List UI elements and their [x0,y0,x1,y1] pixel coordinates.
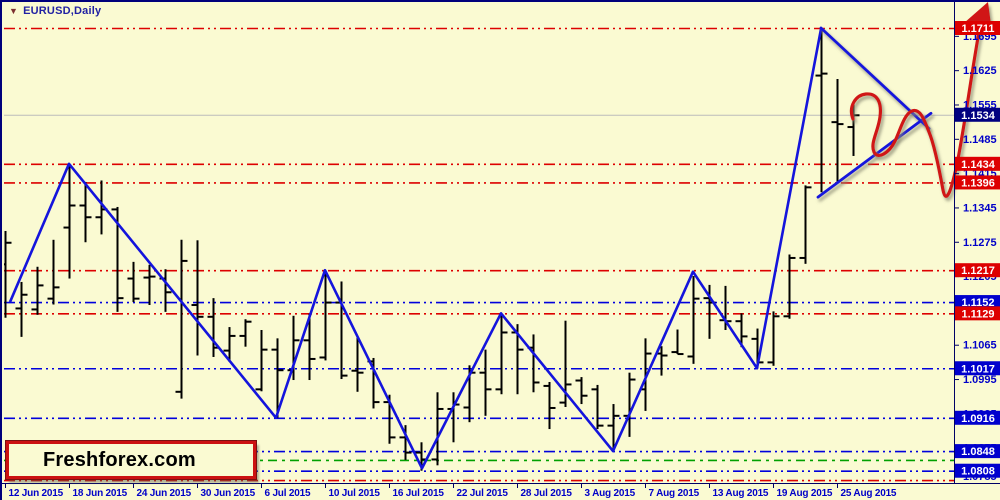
ohlc-bar [735,313,748,348]
symbol-period-label: EURUSD,Daily [23,5,102,17]
price-tag-1.0916: 1.0916 [955,410,1000,425]
time-tick-label: 24 Jun 2015 [137,488,192,499]
ohlc-bar [831,78,844,182]
symbol-dropdown-icon[interactable]: ▼ [9,5,19,16]
ohlc-bar [639,338,652,411]
ohlc-bar [703,284,716,339]
time-tick-label: 25 Aug 2015 [841,488,897,499]
price-tag-1.1017: 1.1017 [955,361,1000,376]
ohlc-bar [719,285,732,331]
ohlc-bar [399,425,412,460]
price-tag-1.1129: 1.1129 [955,306,1000,321]
ohlc-bar [15,281,28,337]
ohlc-bar [687,276,700,364]
ohlc-bar [591,384,604,430]
time-tick-label: 6 Jul 2015 [265,488,311,499]
ohlc-bar [127,261,140,303]
ohlc-bar [543,381,556,430]
price-tag-label: 1.1534 [961,110,996,122]
ohlc-bar [271,338,284,418]
price-tick-label: 1.1345 [963,202,997,214]
ohlc-bar [303,313,316,381]
plot-area[interactable] [2,27,954,482]
ohlc-bar [847,102,860,156]
price-tick-label: 1.1275 [963,237,997,249]
time-tick-label: 10 Jul 2015 [329,488,381,499]
price-tag-label: 1.0848 [961,446,995,458]
time-axis[interactable] [5,483,838,488]
price-tag-label: 1.1129 [961,308,994,320]
price-tick-label: 1.1065 [963,340,997,352]
ohlc-bar [815,28,828,193]
price-tick-label: 1.1485 [963,134,997,146]
ohlc-bar [671,329,684,356]
ohlc-bar [575,377,588,405]
time-tick-label: 12 Jun 2015 [9,488,64,499]
price-tag-label: 1.1434 [961,159,996,171]
ohlc-bars [4,28,860,471]
ohlc-bar [367,357,380,409]
price-tag-label: 1.1396 [961,177,995,189]
ohlc-bar [4,230,12,318]
ohlc-bar [191,240,204,356]
time-tick-label: 19 Aug 2015 [777,488,833,499]
price-tag-1.1534: 1.1534 [955,107,1000,122]
ohlc-bar [607,404,620,452]
price-tag-label: 1.0808 [961,466,995,478]
time-tick-label: 18 Jun 2015 [73,488,128,499]
ohlc-bar [799,185,812,264]
zigzag-line[interactable] [8,28,823,470]
price-tag-1.0808: 1.0808 [955,463,1000,478]
price-tag-label: 1.1152 [961,297,994,309]
time-tick-label: 22 Jul 2015 [457,488,509,499]
price-tag-label: 1.1711 [961,23,994,35]
ohlc-bar [47,239,60,305]
price-tag-1.1152: 1.1152 [955,295,1000,310]
ohlc-bar [351,336,364,392]
price-tick-label: 1.1625 [963,65,997,77]
ohlc-bar [287,315,300,381]
ohlc-bar [79,181,92,243]
time-tick-label: 16 Jul 2015 [393,488,445,499]
price-tag-1.1396: 1.1396 [955,175,1000,190]
ohlc-bar [527,334,540,393]
time-tick-label: 28 Jul 2015 [521,488,573,499]
watermark-box: Freshforex.com [5,440,257,480]
ohlc-bar [239,319,252,347]
ohlc-bar [31,266,44,315]
time-tick-label: 13 Aug 2015 [713,488,769,499]
time-tick-label: 30 Jun 2015 [201,488,256,499]
triangle-pattern[interactable] [816,26,933,199]
ohlc-bar [223,327,236,362]
ohlc-bar [143,264,156,306]
watermark-text: Freshforex.com [43,448,196,471]
ohlc-bar [431,392,444,466]
ohlc-bar [495,313,508,395]
price-tag-1.1434: 1.1434 [955,156,1000,171]
price-tag-label: 1.1017 [961,363,995,375]
price-tag-1.0848: 1.0848 [955,444,1000,459]
ohlc-bar [319,270,332,361]
ohlc-bar [175,239,188,399]
ohlc-bar [767,311,780,366]
time-tick-label: 7 Aug 2015 [649,488,700,499]
symbol-title: ▼ EURUSD,Daily [9,5,101,17]
price-tag-label: 1.1217 [961,265,995,277]
price-tag-label: 1.0916 [961,413,995,425]
price-tick-label: 1.0995 [963,374,997,386]
price-tag-1.1217: 1.1217 [955,263,1000,278]
ohlc-bar [479,349,492,416]
time-tick-label: 3 Aug 2015 [585,488,636,499]
price-tags: 1.1711 1.1534 1.1434 1.1396 1.1217 1.11521.11… [955,21,1000,478]
price-tag-1.1711: 1.1711 [955,21,1000,35]
ohlc-bar [783,254,796,319]
ohlc-bar [255,330,268,392]
ohlc-bar [63,163,76,279]
